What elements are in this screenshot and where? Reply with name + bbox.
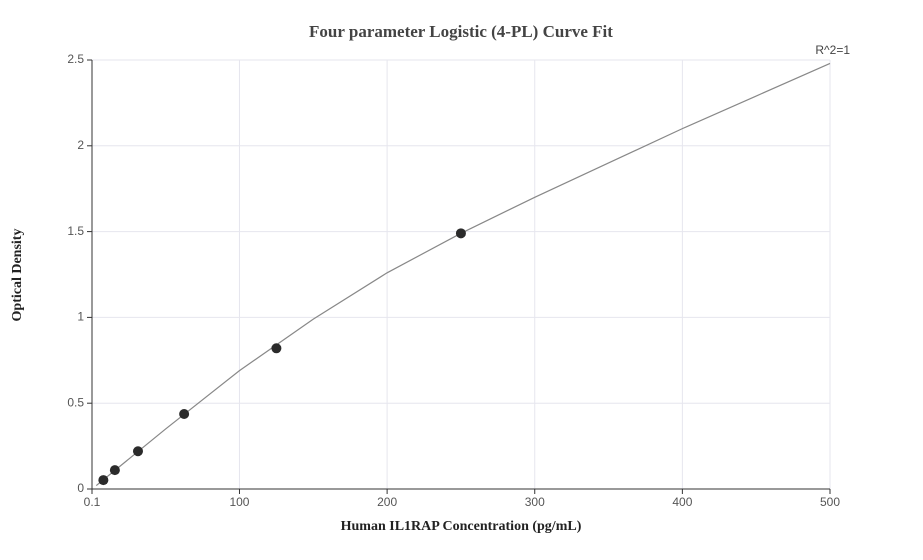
data-point xyxy=(179,409,190,420)
x-tick-label: 400 xyxy=(672,495,692,509)
data-point xyxy=(132,446,143,457)
annotation: R^2=1 xyxy=(815,43,850,57)
data-point xyxy=(109,465,120,476)
data-point xyxy=(455,228,466,239)
x-tick-label: 500 xyxy=(820,495,840,509)
x-tick-label: 200 xyxy=(377,495,397,509)
y-tick-label: 2.5 xyxy=(67,52,84,66)
y-tick-label: 2 xyxy=(77,138,84,152)
x-tick-label: 100 xyxy=(229,495,249,509)
data-point xyxy=(271,343,282,354)
chart-title: Four parameter Logistic (4-PL) Curve Fit xyxy=(309,22,613,41)
y-tick-label: 0.5 xyxy=(67,395,84,409)
y-tick-label: 1 xyxy=(77,310,84,324)
x-tick-label: 0.1 xyxy=(84,495,101,509)
data-point xyxy=(98,475,109,486)
y-tick-label: 1.5 xyxy=(67,224,84,238)
x-axis-label: Human IL1RAP Concentration (pg/mL) xyxy=(341,519,582,534)
y-axis-label: Optical Density xyxy=(10,229,25,322)
fit-curve xyxy=(95,62,831,487)
x-tick-label: 300 xyxy=(525,495,545,509)
y-tick-label: 0 xyxy=(77,481,84,495)
